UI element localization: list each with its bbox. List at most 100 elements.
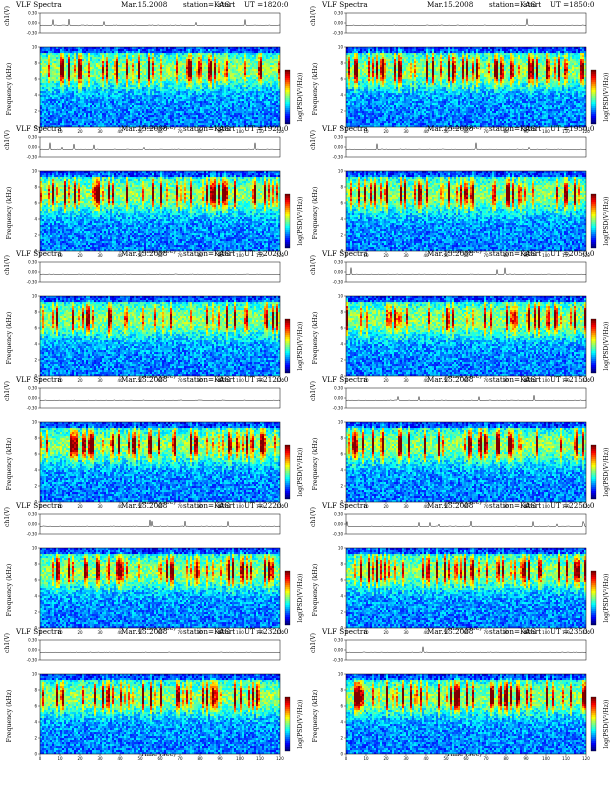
freq-tick-label: 8	[34, 309, 37, 314]
freq-tick-label: 10	[338, 545, 344, 550]
freq-tick-label: 2	[34, 609, 37, 614]
time-tick-label: 70	[177, 630, 183, 635]
time-tick-label: 100	[542, 756, 550, 761]
time-tick-label: 70	[177, 504, 183, 509]
colorbar	[591, 697, 596, 752]
colorbar	[591, 70, 596, 125]
panel-station: station=KAG	[183, 628, 230, 636]
freq-tick-label: 10	[32, 671, 38, 676]
freq-tick-label: 4	[340, 341, 343, 346]
panel-ut-time: UT =2150:0	[550, 376, 594, 384]
panel-ut-time: UT =2250:0	[550, 502, 594, 510]
ch-tick-label: 0.30	[334, 10, 343, 15]
spectrogram-panel-3: VLF Spectra Mar.15.2008 station=KAG start UT…	[0, 124, 306, 259]
freq-tick-label: 6	[340, 325, 343, 330]
spectrogram-panel-9: VLF Spectra Mar.15.2008 station=KAG start UT…	[0, 501, 306, 636]
time-tick-label: 60	[157, 504, 163, 509]
panel-date: Mar.15.2008	[121, 1, 167, 9]
time-tick-label: 30	[97, 756, 103, 761]
freq-tick-label: 2	[340, 357, 343, 362]
freq-tick-label: 4	[340, 593, 343, 598]
time-tick-label: 60	[463, 378, 469, 383]
time-tick-label: 90	[217, 630, 223, 635]
time-tick-label: 100	[542, 504, 550, 509]
ch-tick-label: -0.30	[27, 30, 38, 35]
time-tick-label: 30	[403, 504, 409, 509]
colorbar	[285, 697, 290, 752]
title-left: VLF Spectra	[322, 1, 368, 9]
ch-tick-label: -0.30	[27, 657, 38, 662]
time-tick-label: 20	[77, 378, 83, 383]
colorbar-frame	[590, 193, 597, 249]
time-tick-label: 40	[117, 630, 123, 635]
time-tick-label: 110	[256, 253, 264, 258]
freq-tick-label: 6	[34, 703, 37, 708]
time-tick-label: 110	[562, 756, 570, 761]
time-tick-label: 110	[256, 756, 264, 761]
time-tick-label: 10	[363, 504, 369, 509]
time-tick-label: 60	[157, 630, 163, 635]
freq-tick-label: 4	[34, 593, 37, 598]
spectrogram-panel-7: VLF Spectra Mar.15.2008 station=KAG start UT…	[0, 375, 306, 510]
freq-tick-label: 6	[340, 76, 343, 81]
title-left: VLF Spectra	[322, 376, 368, 384]
colorbar-frame	[590, 696, 597, 752]
time-tick-label: 120	[276, 129, 284, 134]
colorbar	[285, 70, 290, 125]
time-tick-label: 110	[256, 378, 264, 383]
time-tick-label: 90	[523, 253, 529, 258]
time-tick-label: 100	[236, 378, 244, 383]
time-tick-label: 70	[483, 630, 489, 635]
ch-tick-label: -0.30	[333, 405, 344, 410]
time-tick-label: 70	[483, 756, 489, 761]
time-tick-label: 40	[117, 129, 123, 134]
freq-tick-label: 8	[340, 561, 343, 566]
ch-tick-label: 0.30	[28, 637, 37, 642]
time-tick-label: 40	[423, 630, 429, 635]
panel-date: Mar.15.2008	[427, 250, 473, 258]
freq-tick-label: 2	[340, 232, 343, 237]
freq-tick-label: 8	[34, 184, 37, 189]
time-tick-label: 40	[423, 756, 429, 761]
spectrogram-heatmap	[346, 171, 587, 252]
freq-tick-label: 0	[34, 373, 37, 378]
time-tick-label: 0	[39, 129, 42, 134]
spectrogram-heatmap	[40, 422, 281, 503]
time-tick-label: 30	[97, 129, 103, 134]
ch1-trace-line	[39, 19, 281, 27]
spectrogram-panel-8: VLF Spectra Mar.15.2008 station=KAG start UT…	[306, 375, 612, 510]
panel-station: station=KAG	[489, 125, 536, 133]
panel-station: station=KAG	[183, 376, 230, 384]
time-tick-label: 10	[363, 129, 369, 134]
ch-tick-label: -0.30	[333, 30, 344, 35]
time-tick-label: 0	[39, 504, 42, 509]
freq-tick-label: 2	[340, 108, 343, 113]
time-tick-label: 100	[542, 253, 550, 258]
freq-tick-label: 8	[34, 687, 37, 692]
ch-tick-label: 0.00	[334, 269, 343, 274]
panel-start-label: start	[524, 502, 541, 510]
time-tick-label: 10	[363, 378, 369, 383]
time-tick-label: 50	[443, 630, 449, 635]
spectrogram-panel-10: VLF Spectra Mar.15.2008 station=KAG start UT…	[306, 501, 612, 636]
time-tick-label: 20	[77, 630, 83, 635]
time-tick-label: 110	[256, 504, 264, 509]
panel-start-label: start	[218, 125, 235, 133]
ch-tick-label: 0.00	[28, 521, 37, 526]
time-tick-label: 60	[157, 378, 163, 383]
panel-station: station=KAG	[183, 250, 230, 258]
ch-tick-label: 0.00	[28, 269, 37, 274]
time-tick-label: 100	[236, 129, 244, 134]
spectrogram-heatmap	[40, 47, 281, 128]
time-tick-label: 20	[77, 504, 83, 509]
time-tick-label: 50	[443, 504, 449, 509]
freq-tick-label: 10	[32, 168, 38, 173]
ch-tick-label: 0.30	[28, 511, 37, 516]
time-tick-label: 20	[77, 756, 83, 761]
ch1-trace-line	[345, 395, 587, 402]
panel-date: Mar.15.2008	[121, 250, 167, 258]
ch1-trace-line	[345, 18, 587, 27]
